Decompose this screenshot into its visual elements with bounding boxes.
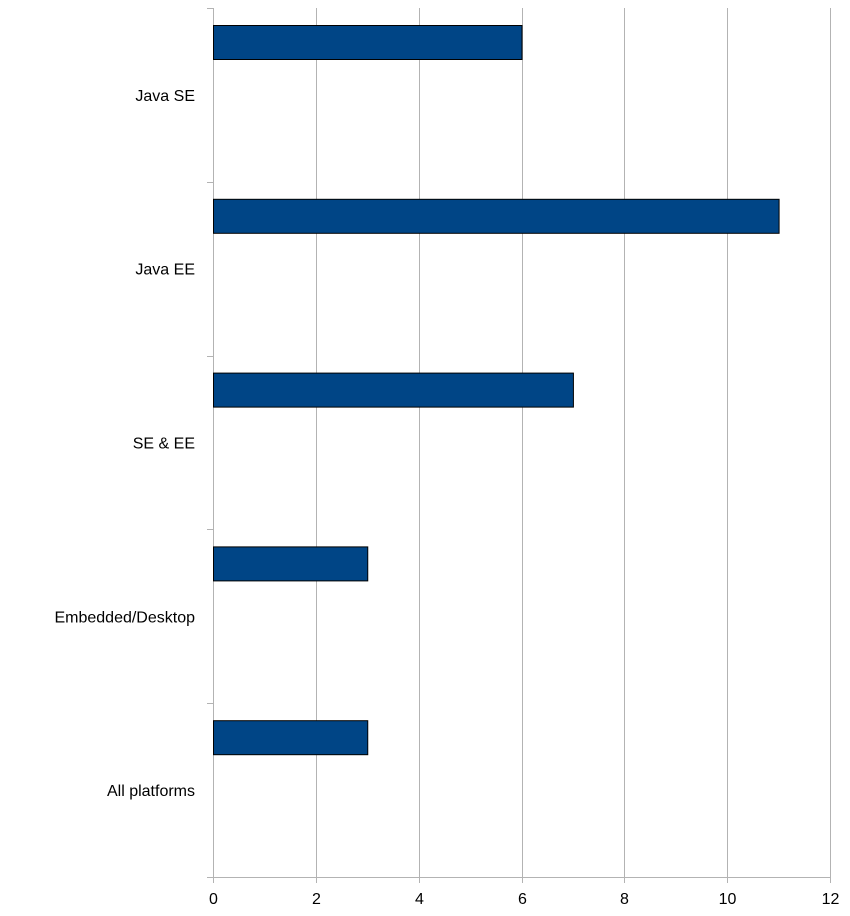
- category-label: All platforms: [107, 783, 195, 800]
- x-tick-label: 10: [719, 891, 737, 908]
- bar-se-ee: [213, 372, 574, 408]
- labels: 0 2 4 6 8 10 12 Java SE Java EE SE & EE Embedded/D…: [54, 88, 839, 908]
- x-tick-label: 8: [620, 891, 629, 908]
- category-label: Java SE: [135, 88, 195, 105]
- bar-all-platforms: [213, 720, 369, 756]
- bar-java-se: [213, 25, 523, 60]
- category-label: SE & EE: [133, 436, 195, 453]
- x-tick-label: 0: [209, 891, 218, 908]
- bars: [213, 25, 780, 756]
- grid-lines: [316, 8, 831, 877]
- bar-embedded-desktop: [213, 546, 369, 582]
- x-tick-label: 12: [822, 891, 840, 908]
- category-label: Java EE: [135, 262, 195, 279]
- x-tick-label: 4: [415, 891, 424, 908]
- bar-java-ee: [213, 198, 780, 234]
- category-label: Embedded/Desktop: [54, 609, 195, 626]
- x-tick-label: 2: [312, 891, 321, 908]
- x-tick-label: 6: [518, 891, 527, 908]
